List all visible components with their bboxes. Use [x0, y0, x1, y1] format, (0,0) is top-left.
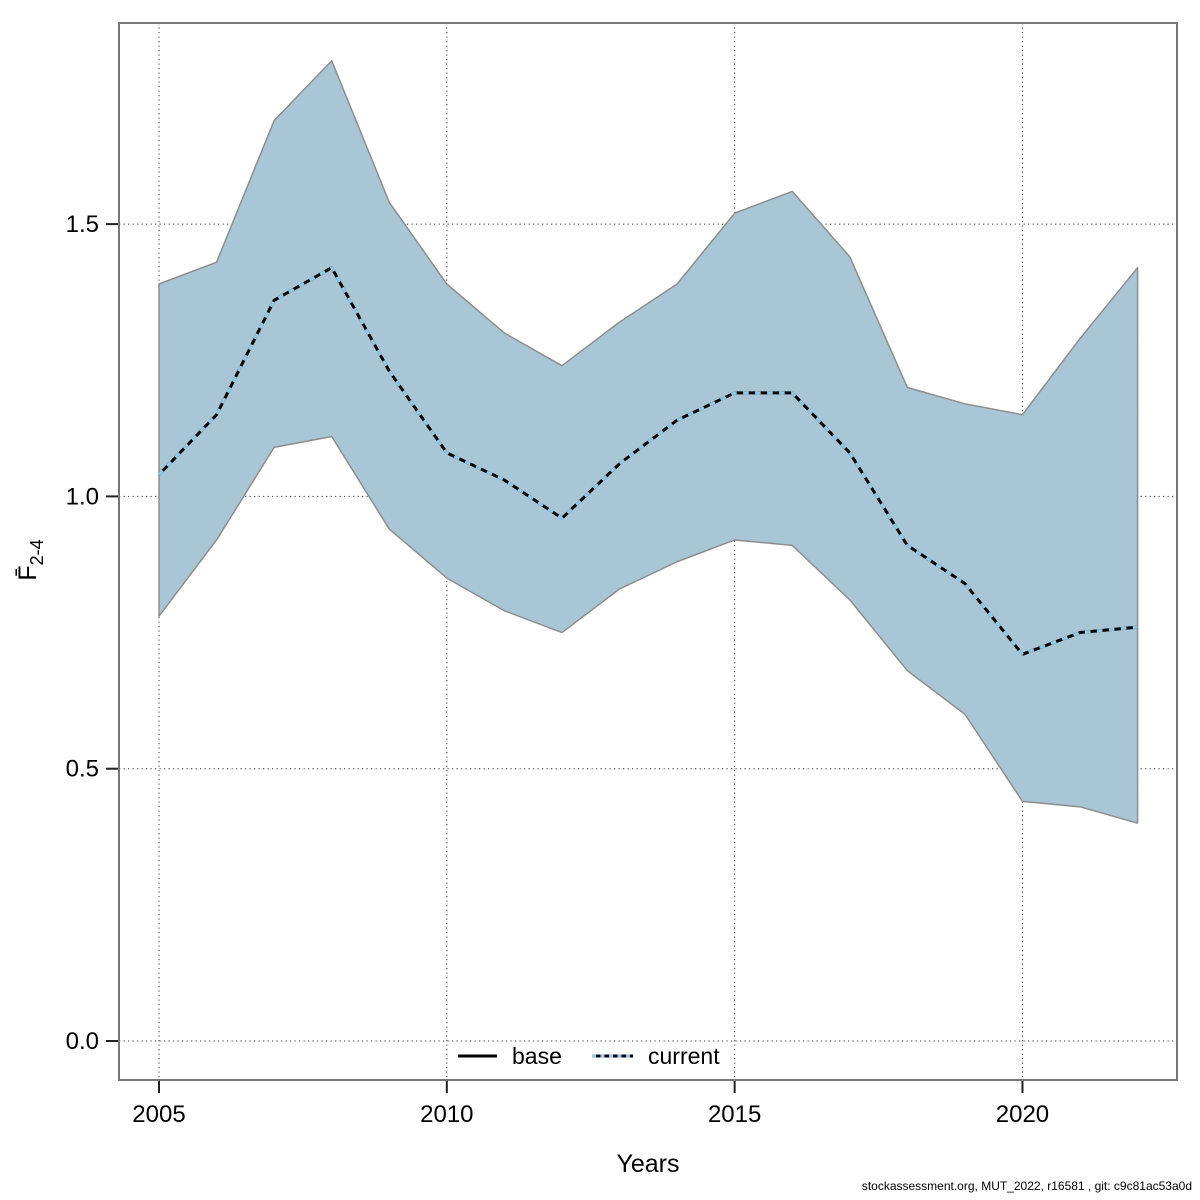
axis-ticks	[106, 223, 1024, 1093]
x-tick-label: 2020	[996, 1101, 1049, 1128]
x-axis-title: Years	[616, 1150, 679, 1178]
series-lines	[157, 266, 1138, 656]
y-tick-label: 0.5	[66, 756, 99, 783]
y-tick-label: 0.0	[66, 1028, 99, 1055]
plot-border	[118, 22, 1178, 1081]
y-axis-title: F̄2-4	[14, 539, 47, 580]
x-tick-label: 2010	[420, 1101, 473, 1128]
y-tick-label: 1.0	[66, 483, 99, 510]
y-tick-label: 1.5	[66, 211, 99, 238]
legend-label-base: base	[512, 1043, 562, 1069]
y-axis-title-subscript: 2-4	[27, 539, 47, 565]
axis-tick-labels: 2005 2010 2015 2020 0.0 0.5 1.0 1.5	[66, 211, 1050, 1128]
legend: base current	[458, 1043, 720, 1069]
x-tick-label: 2015	[708, 1101, 761, 1128]
x-tick-label: 2005	[132, 1101, 185, 1128]
legend-label-current: current	[648, 1043, 720, 1069]
y-axis-title-main: F̄	[14, 565, 42, 580]
plot-frame	[118, 22, 1178, 1081]
footer-credit: stockassessment.org, MUT_2022, r16581 , …	[862, 1179, 1192, 1193]
current-line	[157, 266, 1138, 656]
